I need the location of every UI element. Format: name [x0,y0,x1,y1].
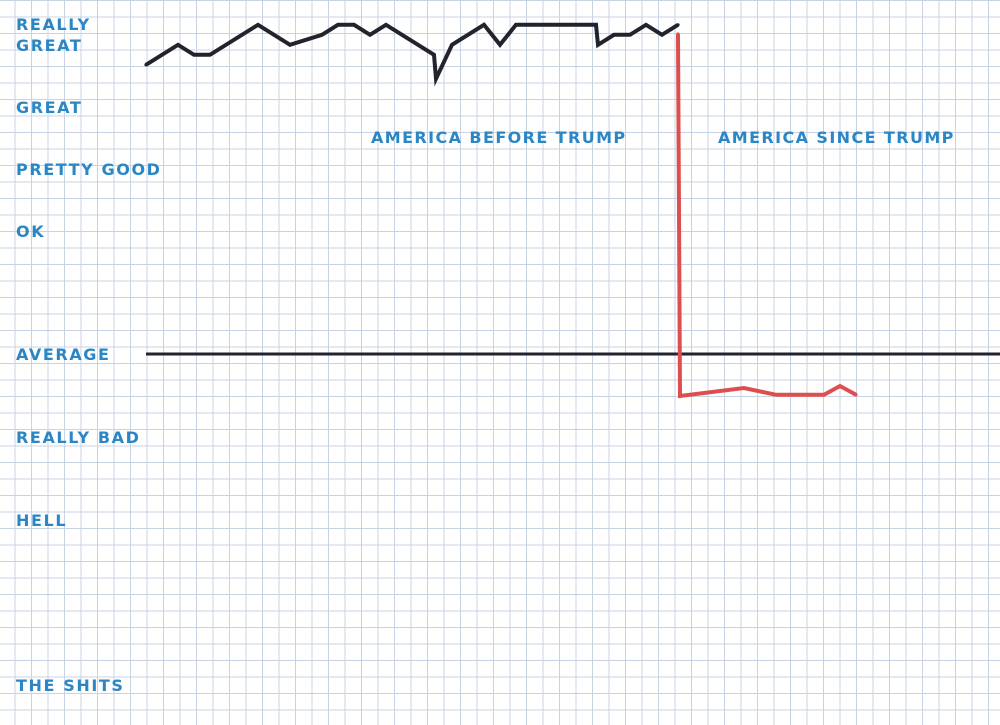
data-point-america-before-trump-17 [514,23,518,27]
data-point-america-before-trump-3 [208,53,212,57]
data-point-america-before-trump-0 [144,63,148,67]
data-point-america-since-trump-1 [678,394,682,398]
series-line-america-since-trump [676,33,857,399]
data-point-america-before-trump-8 [352,23,356,27]
data-point-america-before-trump-21 [594,23,598,27]
data-point-america-before-trump-27 [676,23,680,27]
data-point-america-before-trump-15 [482,23,486,27]
y-level-labels: REALLY GREAT GREAT PRETTY GOOD OK AVERAGE REAL… [16,15,162,695]
data-point-america-before-trump-19 [546,23,550,27]
data-point-america-before-trump-12 [432,53,436,57]
region-labels: AMERICA BEFORE TRUMP AMERICA SINCE TRUMP [371,128,955,147]
data-point-america-before-trump-24 [628,33,632,37]
data-point-america-before-trump-18 [530,23,534,27]
data-point-america-before-trump-4 [256,23,260,27]
data-point-america-before-trump-20 [578,23,582,27]
data-point-america-before-trump-26 [660,33,664,37]
data-point-america-since-trump-4 [822,393,826,397]
data-point-america-before-trump-10 [384,23,388,27]
series-line-america-before-trump [144,22,680,87]
data-point-america-before-trump-23 [612,33,616,37]
data-point-america-before-trump-16 [498,43,502,47]
data-point-america-before-trump-14 [450,43,454,47]
data-point-america-before-trump-5 [288,43,292,47]
data-point-america-since-trump-0 [676,32,680,36]
y-label-ok: OK [16,222,45,241]
y-label-pretty-good: PRETTY GOOD [16,160,162,179]
y-label-hell: HELL [16,511,67,530]
region-label-america-since-trump: AMERICA SINCE TRUMP [718,128,955,147]
data-point-america-before-trump-6 [320,33,324,37]
y-label-really-great-line-2: GREAT [16,36,82,55]
data-point-america-before-trump-7 [336,23,340,27]
data-point-america-since-trump-2 [742,386,746,390]
data-point-america-since-trump-3 [774,393,778,397]
data-point-america-since-trump-6 [854,393,858,397]
series-lines [144,22,858,399]
data-point-america-before-trump-2 [192,53,196,57]
y-label-really-bad: REALLY BAD [16,428,141,447]
y-label-average: AVERAGE [16,345,111,364]
data-point-america-before-trump-22 [596,43,600,47]
data-point-america-before-trump-13 [434,77,438,81]
y-label-really-great-line-1: REALLY [16,15,91,34]
data-point-america-before-trump-11 [400,33,404,37]
data-point-america-before-trump-25 [644,23,648,27]
data-point-america-before-trump-1 [176,43,180,47]
region-label-america-before-trump: AMERICA BEFORE TRUMP [371,128,627,147]
y-label-the-shits: THE SHITS [16,676,125,695]
y-label-great: GREAT [16,98,82,117]
data-point-america-before-trump-9 [368,33,372,37]
data-point-america-since-trump-5 [838,384,842,388]
